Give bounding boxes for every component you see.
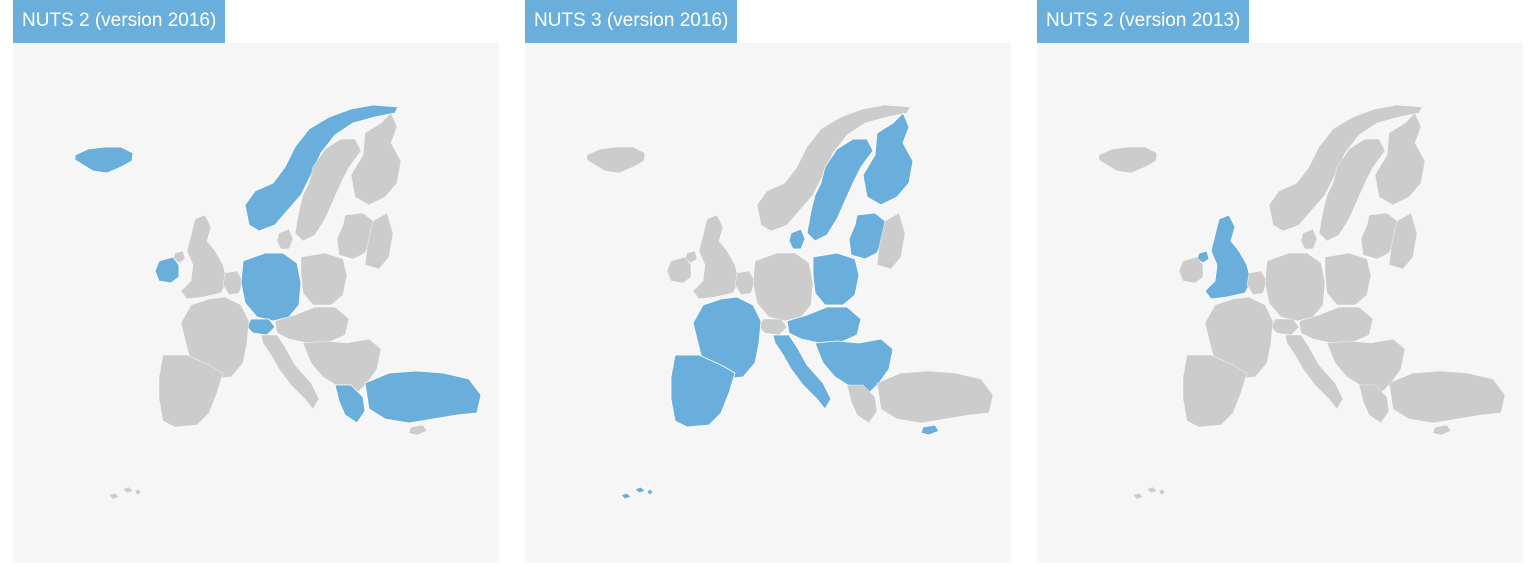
region-benelux	[222, 270, 244, 296]
region-ireland	[154, 256, 180, 284]
region-russia-belarus	[876, 212, 906, 270]
region-canaries	[620, 486, 654, 500]
region-denmark	[276, 228, 294, 250]
map-panel-1: NUTS 2 (version 2016)	[13, 0, 499, 563]
region-germany	[1264, 252, 1326, 322]
region-cyprus	[920, 424, 940, 436]
region-greece	[846, 384, 878, 424]
region-benelux	[734, 270, 756, 296]
region-sweden	[294, 138, 362, 242]
region-ireland	[1178, 256, 1204, 284]
region-iberia	[1182, 354, 1248, 428]
region-finland	[862, 112, 914, 206]
panel-title: NUTS 3 (version 2016)	[525, 0, 738, 43]
region-britain	[1204, 214, 1252, 300]
region-cyprus	[408, 424, 428, 436]
map-svg	[1098, 104, 1506, 500]
region-switzerland	[246, 318, 276, 336]
region-iceland	[74, 146, 134, 174]
region-poland	[1324, 252, 1372, 306]
region-italy	[1284, 334, 1344, 410]
region-greece	[1358, 384, 1390, 424]
region-baltics	[1360, 212, 1398, 260]
region-ireland	[666, 256, 692, 284]
region-poland	[300, 252, 348, 306]
region-russia-belarus	[1388, 212, 1418, 270]
region-benelux	[1246, 270, 1268, 296]
region-sweden	[806, 138, 874, 242]
panel-title: NUTS 2 (version 2013)	[1037, 0, 1250, 43]
region-switzerland	[1270, 318, 1300, 336]
region-canaries	[108, 486, 142, 500]
region-norway	[244, 104, 399, 232]
panel-title: NUTS 2 (version 2016)	[13, 0, 226, 43]
region-switzerland	[758, 318, 788, 336]
region-central-europe	[274, 306, 350, 344]
region-cyprus	[1432, 424, 1452, 436]
region-iceland	[1098, 146, 1158, 174]
region-britain	[180, 214, 228, 300]
region-baltics	[336, 212, 374, 260]
region-iberia	[158, 354, 224, 428]
region-poland	[812, 252, 860, 306]
region-baltics	[848, 212, 886, 260]
map-svg	[74, 104, 482, 500]
region-turkey	[876, 370, 994, 424]
region-norway	[756, 104, 911, 232]
region-france	[1204, 296, 1274, 380]
region-turkey	[1388, 370, 1506, 424]
europe-map	[525, 43, 1011, 563]
map-panel-3: NUTS 2 (version 2013)	[1037, 0, 1523, 563]
region-finland	[1374, 112, 1426, 206]
region-germany	[240, 252, 302, 322]
region-germany	[752, 252, 814, 322]
region-sweden	[1318, 138, 1386, 242]
europe-map	[13, 43, 499, 563]
region-italy	[772, 334, 832, 410]
region-russia-belarus	[364, 212, 394, 270]
region-central-europe	[1298, 306, 1374, 344]
region-britain	[692, 214, 740, 300]
region-canaries	[1132, 486, 1166, 500]
map-svg	[586, 104, 994, 500]
region-turkey	[364, 370, 482, 424]
region-france	[180, 296, 250, 380]
region-finland	[350, 112, 402, 206]
map-panel-2: NUTS 3 (version 2016)	[525, 0, 1011, 563]
region-balkans	[1326, 338, 1406, 394]
region-denmark	[1300, 228, 1318, 250]
europe-map	[1037, 43, 1523, 563]
region-italy	[260, 334, 320, 410]
region-norway	[1268, 104, 1423, 232]
region-balkans	[302, 338, 382, 394]
region-balkans	[814, 338, 894, 394]
region-france	[692, 296, 762, 380]
region-denmark	[788, 228, 806, 250]
region-central-europe	[786, 306, 862, 344]
region-greece	[334, 384, 366, 424]
region-iceland	[586, 146, 646, 174]
region-iberia	[670, 354, 736, 428]
